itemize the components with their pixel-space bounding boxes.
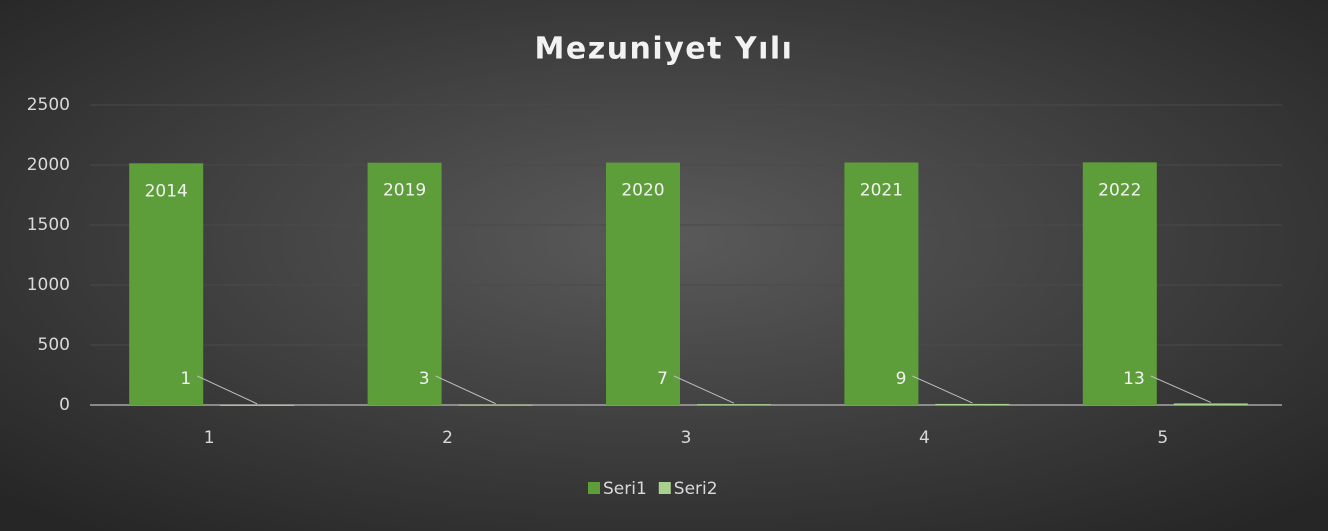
legend-label: Seri2 xyxy=(674,479,718,499)
x-tick-label: 2 xyxy=(442,428,453,448)
leader-line xyxy=(1150,375,1212,403)
leader-line xyxy=(912,375,973,404)
y-tick-label: 1500 xyxy=(27,215,70,235)
y-tick-label: 2000 xyxy=(27,155,70,175)
data-label: 2022 xyxy=(1098,180,1141,200)
legend-label: Seri1 xyxy=(603,479,647,499)
leader-line xyxy=(673,375,735,404)
y-tick-label: 0 xyxy=(59,395,70,415)
x-tick-label: 1 xyxy=(204,428,215,448)
leader-line xyxy=(196,375,258,405)
bar xyxy=(1082,162,1157,405)
data-label: 7 xyxy=(657,369,668,389)
data-label: 2014 xyxy=(145,181,188,201)
bar xyxy=(458,404,533,406)
data-label: 13 xyxy=(1123,369,1145,389)
x-tick-label: 5 xyxy=(1157,428,1168,448)
y-tick-label: 2500 xyxy=(27,95,70,115)
data-label: 9 xyxy=(896,369,907,389)
data-label: 2020 xyxy=(621,181,664,201)
data-label: 3 xyxy=(419,369,430,389)
y-tick-label: 1000 xyxy=(27,275,70,295)
bar xyxy=(367,162,442,405)
data-label: 2019 xyxy=(383,181,426,201)
x-tick-label: 3 xyxy=(681,428,692,448)
y-tick-label: 500 xyxy=(38,335,70,355)
leader-line xyxy=(435,375,496,405)
bar xyxy=(220,404,295,406)
bar xyxy=(1173,403,1248,405)
data-label: 1 xyxy=(180,369,191,389)
bar xyxy=(935,403,1010,405)
x-tick-label: 4 xyxy=(919,428,930,448)
bar xyxy=(129,163,204,405)
legend-swatch xyxy=(588,482,600,494)
legend-swatch xyxy=(658,482,671,494)
bar xyxy=(697,404,771,406)
chart-title: Mezuniyet Yılı xyxy=(535,32,794,67)
bar xyxy=(606,162,680,405)
bar xyxy=(844,162,919,405)
data-label: 2021 xyxy=(860,180,903,200)
